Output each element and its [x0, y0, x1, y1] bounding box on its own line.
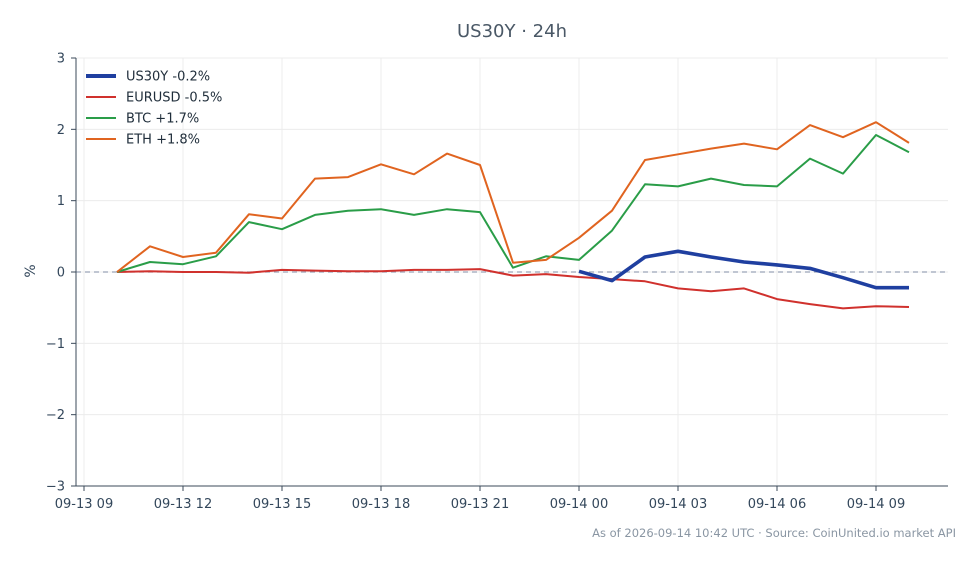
series-line-btc — [116, 134, 910, 273]
x-tick-label: 09-13 21 — [451, 497, 509, 512]
y-tick-label: −2 — [46, 408, 65, 423]
x-tick-label: 09-13 12 — [154, 497, 212, 512]
legend-label: BTC +1.7% — [126, 112, 199, 127]
y-tick-label: 1 — [57, 194, 65, 209]
x-tick-label: 09-13 09 — [55, 497, 113, 512]
legend-label: US30Y -0.2% — [126, 70, 210, 85]
legend-label: EURUSD -0.5% — [126, 91, 222, 106]
x-tick-label: 09-14 00 — [550, 497, 608, 512]
y-tick-label: 2 — [57, 123, 65, 138]
source-footnote: As of 2026-09-14 10:42 UTC · Source: Coi… — [592, 526, 956, 540]
chart-title: US30Y · 24h — [457, 21, 567, 42]
y-tick-label: −1 — [46, 337, 65, 352]
x-tick-label: 09-14 06 — [748, 497, 806, 512]
y-tick-label: 0 — [57, 266, 65, 281]
legend-label: ETH +1.8% — [126, 133, 200, 148]
y-tick-label: 3 — [57, 52, 65, 67]
x-tick-label: 09-13 18 — [352, 497, 410, 512]
x-tick-label: 09-14 03 — [649, 497, 707, 512]
series-layer — [116, 121, 910, 310]
y-axis-ticks: 3 2 1 0 −1 −2 −3 — [46, 52, 76, 495]
x-tick-label: 09-14 09 — [847, 497, 905, 512]
series-line-eth — [116, 121, 910, 273]
legend: US30Y -0.2% EURUSD -0.5% BTC +1.7% ETH +1.8… — [86, 70, 222, 148]
x-tick-label: 09-13 15 — [253, 497, 311, 512]
series-line-eurusd — [116, 268, 910, 310]
y-tick-label: −3 — [46, 480, 65, 495]
y-axis-label: % — [23, 264, 39, 277]
series-line-us30y — [578, 249, 909, 290]
x-axis-ticks: 09-13 09 09-13 12 09-13 15 09-13 18 09-13 21… — [55, 486, 905, 512]
